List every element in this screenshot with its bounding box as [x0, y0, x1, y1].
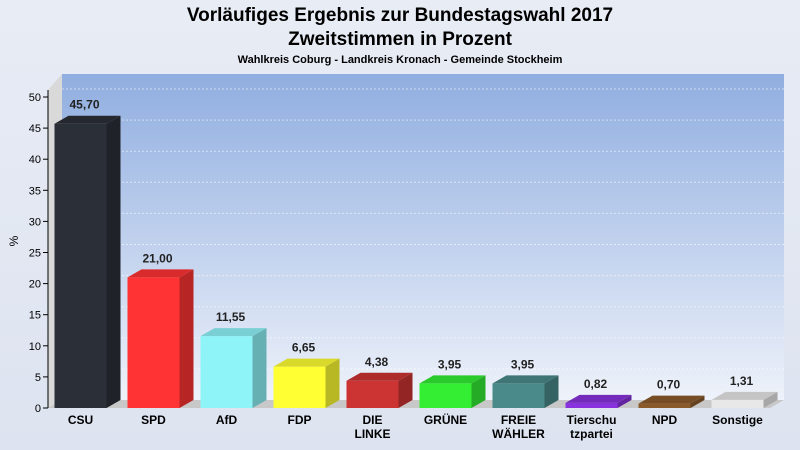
x-tick-label: Sonstige	[712, 413, 763, 427]
bar-front	[54, 123, 107, 408]
bar: 45,70	[54, 98, 121, 408]
bar-top	[200, 328, 267, 337]
data-label: 0,70	[657, 378, 681, 392]
x-tick-label: Tierschu	[567, 413, 617, 427]
bar-top	[346, 372, 413, 381]
chart-subtitle: Wahlkreis Coburg - Landkreis Kronach - G…	[237, 54, 563, 66]
x-tick-label: NPD	[652, 413, 678, 427]
bar-top	[638, 395, 705, 404]
data-label: 21,00	[142, 251, 172, 265]
y-tick-label: 50	[29, 92, 41, 104]
x-tick-label: DIE	[362, 413, 382, 427]
bar-top	[273, 358, 340, 367]
bar-side	[325, 358, 340, 408]
x-tick-label: CSU	[68, 413, 93, 427]
data-label: 6,65	[292, 341, 316, 355]
chart-title-line-1: Vorläufiges Ergebnis zur Bundestagswahl …	[186, 5, 614, 26]
bar-side	[252, 328, 267, 408]
x-tick-label: FDP	[288, 413, 312, 427]
y-tick-label: 15	[29, 310, 41, 322]
bar-side	[471, 375, 486, 408]
data-label: 3,95	[438, 357, 462, 371]
x-tick-label: tzpartei	[570, 427, 613, 441]
bar-side	[106, 115, 121, 408]
bar-front	[419, 383, 472, 408]
y-tick-label: 10	[29, 341, 41, 353]
bar-side	[617, 394, 632, 408]
bar: 11,55	[200, 310, 267, 408]
bar-top	[54, 115, 121, 124]
bar-front	[565, 402, 618, 408]
bar-front	[200, 336, 253, 408]
data-label: 3,95	[511, 357, 535, 371]
bar-top	[492, 375, 559, 384]
x-tick-label: SPD	[141, 413, 166, 427]
data-label: 1,31	[730, 374, 754, 388]
x-tick-label: GRÜNE	[424, 412, 467, 427]
bar: 0,70	[638, 378, 705, 408]
data-label: 4,38	[365, 355, 389, 369]
bar-side	[179, 269, 194, 408]
y-tick-label: 20	[29, 279, 41, 291]
bar-top	[419, 375, 486, 384]
x-tick-label: LINKE	[355, 427, 391, 441]
x-tick-label: FREIE	[501, 413, 536, 427]
x-tick-label: WÄHLER	[492, 426, 545, 441]
bar-top	[711, 391, 778, 400]
y-tick-label: 25	[29, 248, 41, 260]
bar: 6,65	[273, 341, 340, 408]
data-label: 45,70	[69, 98, 99, 112]
bar-front	[346, 380, 399, 408]
bar-front	[638, 403, 691, 408]
y-axis: 0 5 10 15 20 25 30 35 40 45 50	[29, 90, 49, 415]
y-tick-label: 35	[29, 185, 41, 197]
bars: 45,70 21,00 11,55 6,65 4,38 3,95 3,95 0,82 0,70 1…	[54, 98, 778, 408]
y-axis-label: %	[7, 235, 21, 246]
y-tick-label: 45	[29, 123, 41, 135]
y-tick-label: 40	[29, 154, 41, 166]
chart-title: Vorläufiges Ergebnis zur Bundestagswahl …	[0, 4, 800, 52]
data-label: 0,82	[584, 377, 608, 391]
bar-side	[763, 391, 778, 408]
y-tick-label: 0	[35, 403, 41, 415]
bar-side	[690, 395, 705, 408]
bar-front	[711, 399, 764, 408]
bar: 1,31	[711, 374, 778, 408]
bar-top	[565, 394, 632, 403]
y-tick-label: 30	[29, 216, 41, 228]
bar-front	[492, 383, 545, 408]
x-tick-label: AfD	[216, 413, 238, 427]
data-label: 11,55	[216, 310, 246, 324]
bar: 0,82	[565, 377, 632, 408]
bar-top	[127, 269, 194, 278]
chart-title-line-2: Zweitstimmen in Prozent	[288, 29, 512, 50]
bar: 4,38	[346, 355, 413, 408]
bar: 21,00	[127, 251, 194, 408]
bar-side	[398, 372, 413, 408]
bar-front	[273, 366, 326, 408]
bar: 3,95	[492, 357, 559, 408]
bar: 3,95	[419, 357, 486, 408]
bar-front	[127, 277, 180, 408]
y-tick-label: 5	[35, 372, 41, 384]
bar-side	[544, 375, 559, 408]
